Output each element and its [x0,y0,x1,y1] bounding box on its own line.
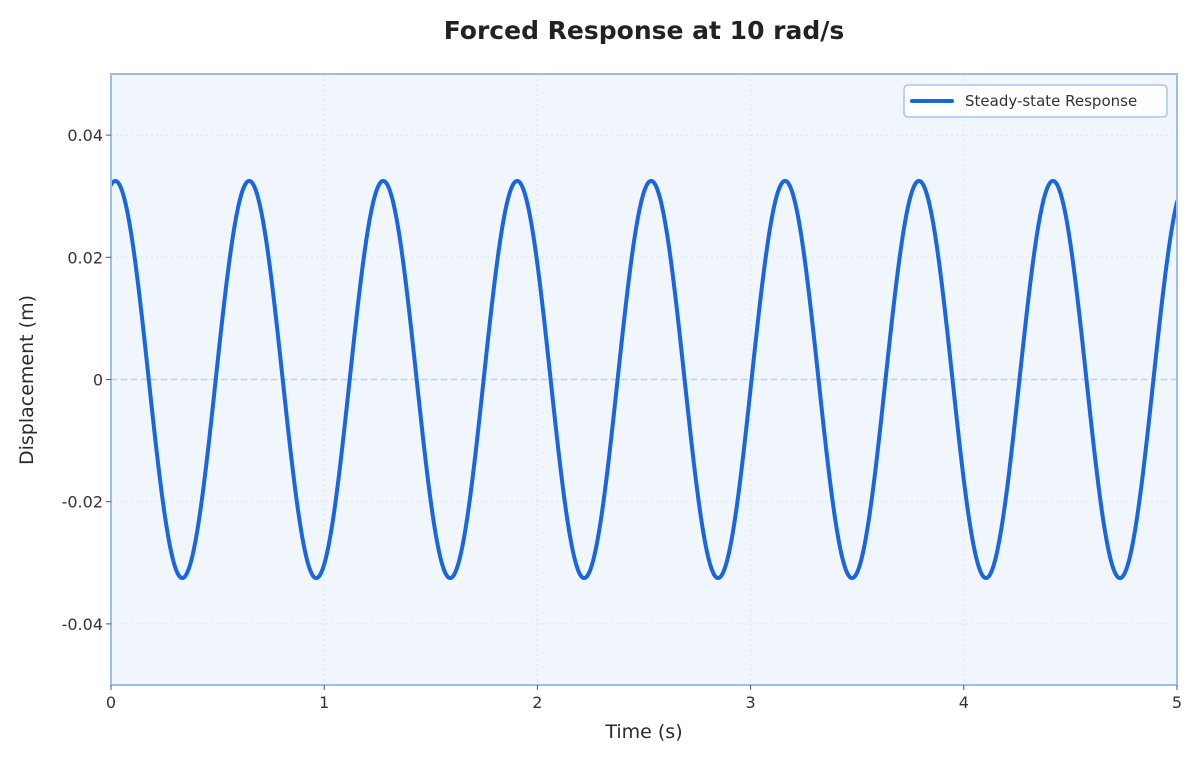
y-axis-ticks: -0.04 -0.02 0 0.02 0.04 [62,126,111,634]
y-axis-label: Displacement (m) [16,295,38,465]
x-tick-label: 5 [1172,693,1182,712]
x-tick-label: 1 [319,693,329,712]
y-tick-label: 0.02 [67,248,103,267]
y-tick-label: 0 [93,371,103,390]
legend-label: Steady-state Response [965,92,1137,110]
series-line-0 [111,178,1177,581]
legend-box [903,84,1168,118]
x-tick-label: 4 [959,693,969,712]
y-tick-label: -0.04 [62,615,103,634]
series-layer [111,178,1177,581]
x-axis-label: Time (s) [604,721,682,743]
x-axis-ticks: 0 1 2 3 4 5 [106,685,1182,712]
chart-title: Forced Response at 10 rad/s [444,16,845,45]
x-tick-label: 0 [106,693,116,712]
y-tick-label: -0.02 [62,493,103,512]
x-tick-label: 2 [532,693,542,712]
x-tick-label: 3 [746,693,756,712]
legend: Steady-state Response [903,84,1168,118]
y-tick-label: 0.04 [67,126,103,145]
